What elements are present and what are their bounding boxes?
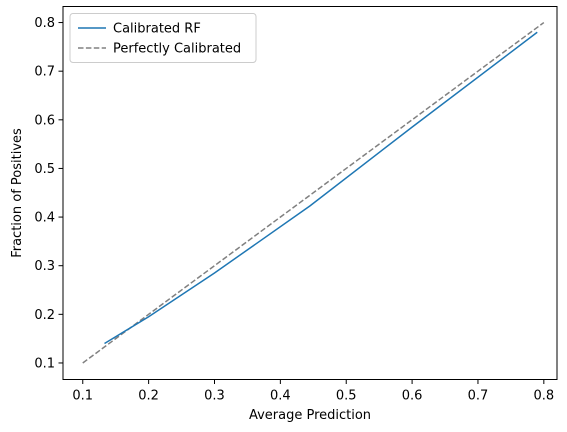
x-axis-ticks: 0.1 0.2 0.3 0.4 0.5 0.6 0.7 0.8: [72, 379, 554, 404]
y-tick-label: 0.6: [34, 113, 55, 128]
plot-lines: [82, 21, 545, 364]
x-tick-label: 0.6: [402, 389, 423, 404]
x-tick-label: 0.7: [468, 389, 489, 404]
x-axis-label: Average Prediction: [249, 408, 371, 423]
y-tick-label: 0.2: [34, 308, 55, 323]
y-tick-label: 0.8: [34, 16, 55, 31]
x-tick-label: 0.4: [270, 389, 291, 404]
legend-label-calibrated-rf: Calibrated RF: [113, 22, 201, 37]
y-axis-label: Fraction of Positives: [10, 128, 25, 258]
series-line-perfectly-calibrated: [82, 21, 545, 364]
y-tick-label: 0.7: [34, 65, 55, 80]
y-tick-label: 0.5: [34, 162, 55, 177]
legend-label-perfectly-calibrated: Perfectly Calibrated: [113, 42, 241, 57]
x-tick-label: 0.2: [138, 389, 159, 404]
legend-frame: [69, 13, 257, 63]
plot-frame: [62, 6, 558, 380]
legend: Calibrated RF Perfectly Calibrated: [69, 13, 257, 63]
y-tick-label: 0.1: [34, 356, 55, 371]
y-tick-label: 0.3: [34, 259, 55, 274]
x-tick-label: 0.5: [336, 389, 357, 404]
y-axis-ticks: 0.1 0.2 0.3 0.4 0.5 0.6 0.7 0.8: [34, 16, 63, 371]
x-tick-label: 0.8: [533, 389, 554, 404]
x-tick-label: 0.1: [72, 389, 93, 404]
x-tick-label: 0.3: [204, 389, 225, 404]
y-tick-label: 0.4: [34, 211, 55, 226]
series-line-calibrated-rf: [104, 31, 538, 345]
